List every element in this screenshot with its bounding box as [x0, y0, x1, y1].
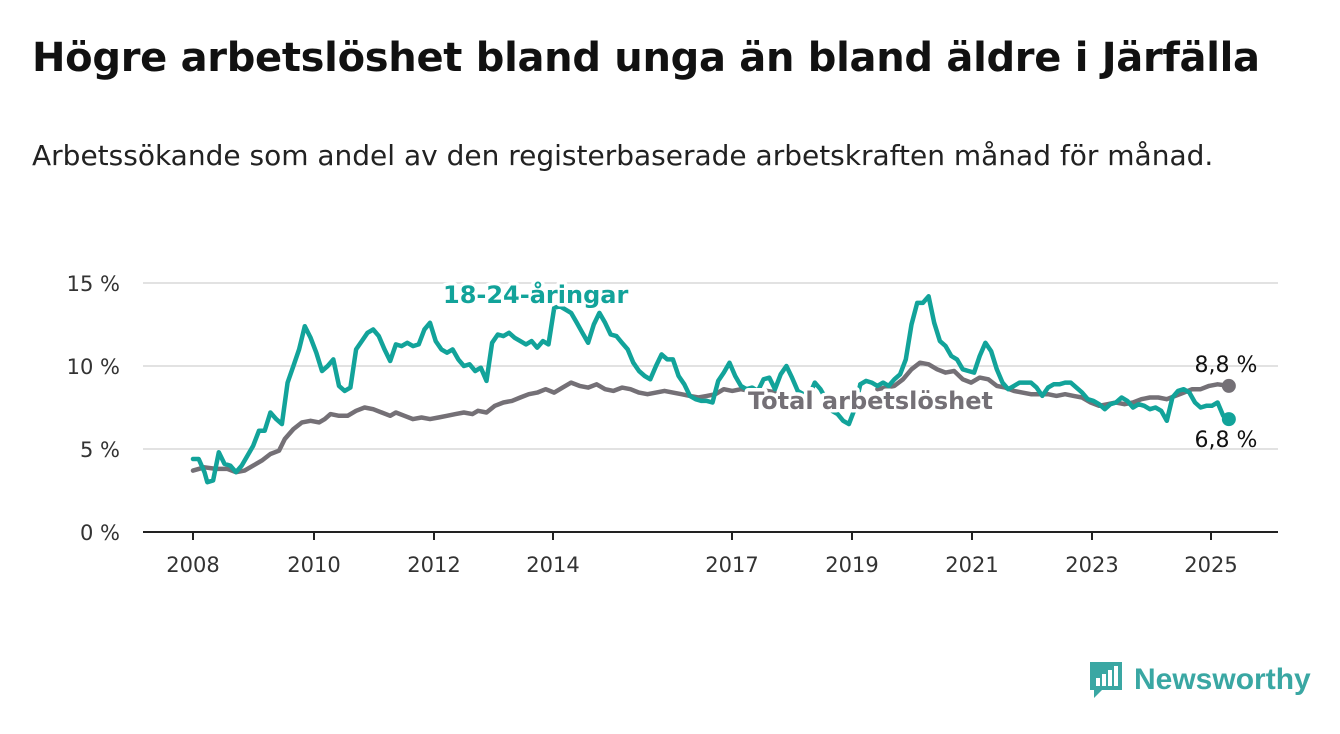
brand-logo: Newsworthy [1088, 660, 1311, 700]
grid-lines [143, 282, 1278, 533]
youth-series-label-halo: 18-24-åringar [443, 280, 628, 309]
series-line [190, 303, 800, 485]
total-end-label: 8,8 % [1195, 353, 1258, 378]
x-tick-label: 2014 [526, 553, 579, 577]
x-tick-label: 2012 [407, 553, 460, 577]
x-tick-label: 2025 [1184, 553, 1237, 577]
youth-series-label: 18-24-åringar [443, 280, 628, 309]
series-lines [190, 294, 1236, 485]
y-tick-label: 5 % [80, 438, 120, 462]
x-tick-label: 2010 [287, 553, 340, 577]
series-labels: 8,8 %6,8 %18-24-åringar18-24-åringarTota… [440, 277, 1258, 454]
series-end-point [1221, 378, 1236, 393]
x-axis-ticks: 2008 2010 2012 2014 2017 2019 2021 2023 2025 [166, 532, 1238, 577]
x-tick-label: 2017 [705, 553, 758, 577]
y-tick-label: 15 % [67, 272, 120, 296]
series-line [858, 294, 1232, 424]
x-tick-label: 2019 [825, 553, 878, 577]
series-line [190, 380, 781, 475]
y-tick-label: 10 % [67, 355, 120, 379]
youth-end-label: 6,8 % [1195, 428, 1258, 453]
brand-name: Newsworthy [1134, 663, 1311, 696]
bar-chart-logo-icon [1090, 662, 1122, 698]
chart-title: Högre arbetslöshet bland unga än bland ä… [32, 35, 1260, 81]
y-tick-label: 0 % [80, 521, 120, 545]
chart-subtitle: Arbetssökande som andel av den registerb… [32, 139, 1214, 172]
y-axis-ticks: 0 % 5 % 10 % 15 % [67, 272, 120, 545]
total-series-label-halo: Total arbetslöshet [748, 387, 993, 415]
x-tick-label: 2008 [166, 553, 219, 577]
series-line [795, 380, 863, 427]
series-line [875, 360, 1232, 409]
x-tick-label: 2021 [945, 553, 998, 577]
series-end-point [1221, 412, 1236, 427]
x-tick-label: 2023 [1065, 553, 1118, 577]
total-series-label: Total arbetslöshet [748, 387, 993, 415]
